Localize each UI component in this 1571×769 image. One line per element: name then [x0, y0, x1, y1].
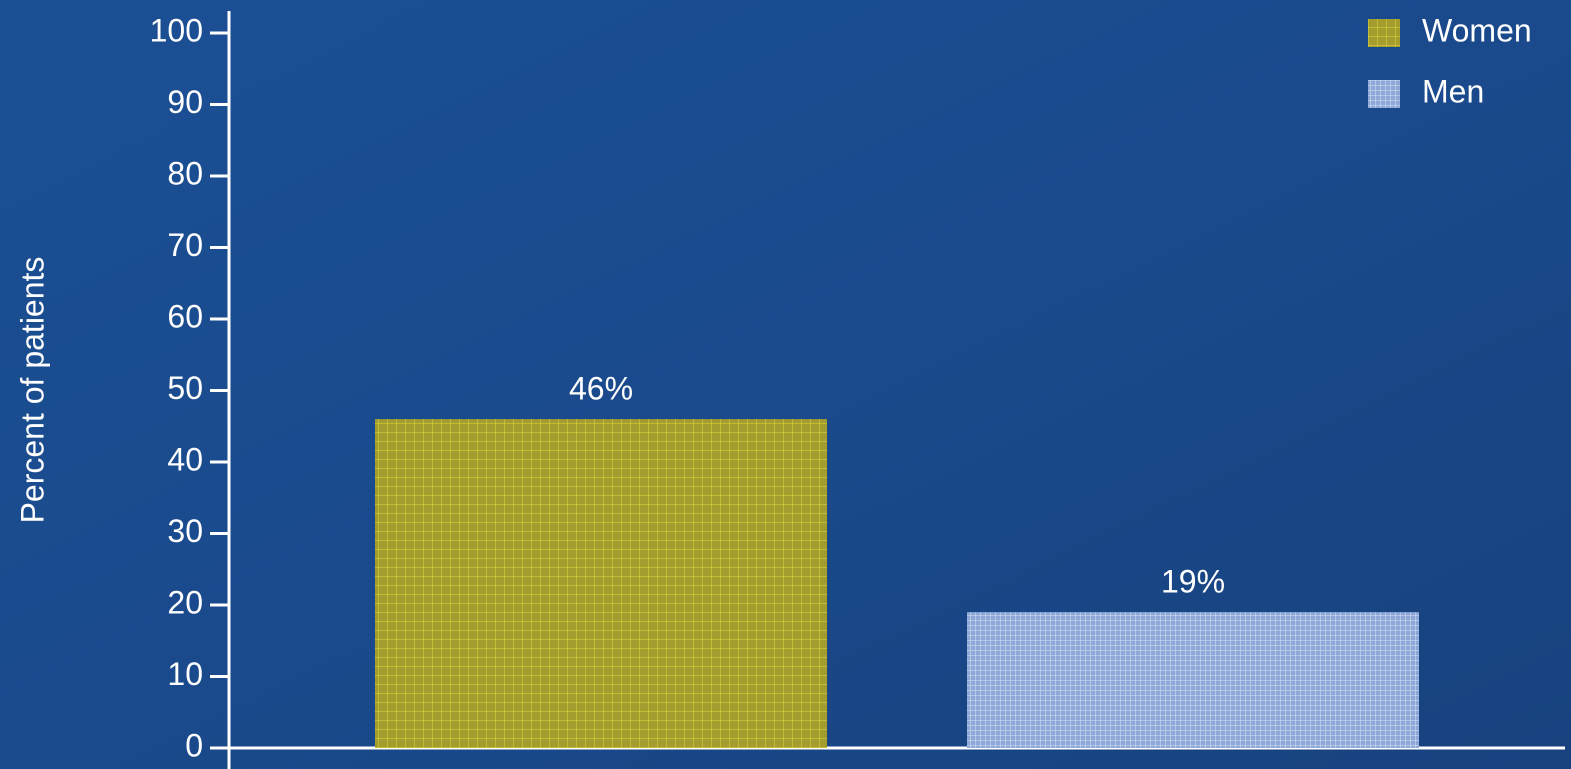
legend-label: Men: [1422, 73, 1484, 109]
y-tick-label: 30: [167, 513, 203, 549]
y-tick-label: 0: [185, 727, 203, 763]
y-axis-label: Percent of patients: [14, 257, 50, 524]
bar: [375, 419, 827, 748]
y-tick-label: 100: [150, 12, 203, 48]
legend-swatch: [1368, 80, 1400, 108]
y-tick-label: 60: [167, 298, 203, 334]
y-tick-label: 40: [167, 441, 203, 477]
bar: [967, 612, 1419, 748]
value-label: 46%: [569, 371, 633, 407]
y-tick-label: 50: [167, 370, 203, 406]
legend-swatch: [1368, 19, 1400, 47]
value-label: 19%: [1161, 564, 1225, 600]
y-tick-label: 80: [167, 155, 203, 191]
y-tick-label: 20: [167, 584, 203, 620]
legend-label: Women: [1422, 12, 1532, 48]
y-tick-label: 90: [167, 84, 203, 120]
y-tick-label: 10: [167, 656, 203, 692]
y-tick-label: 70: [167, 227, 203, 263]
